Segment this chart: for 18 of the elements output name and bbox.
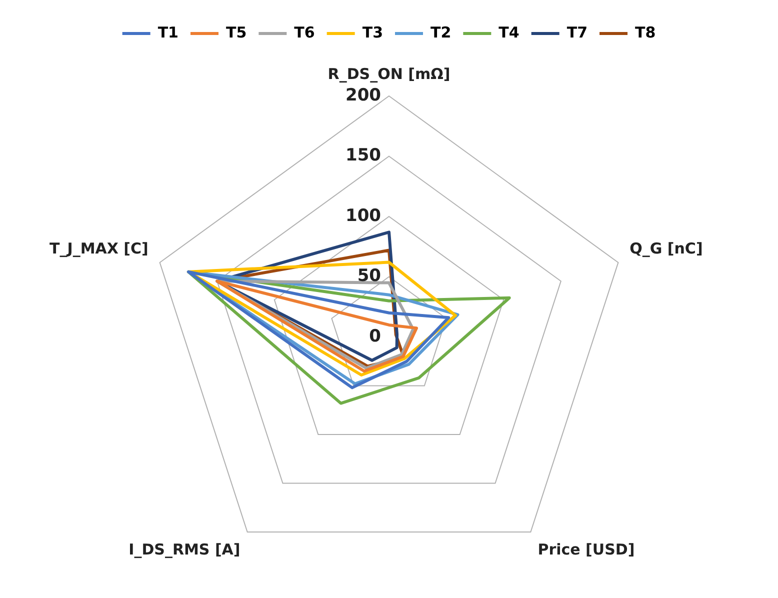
legend-label: T3 [362,23,384,42]
spoke-label: Q_G [nC] [630,240,703,258]
y-tick-label: 0 [369,326,382,346]
legend-label: T1 [158,23,178,42]
y-tick-label: 100 [346,206,382,226]
y-tick-label: 200 [346,85,382,106]
legend-label: T7 [566,23,588,42]
y-tick-label: 50 [357,266,382,286]
legend-label: T5 [226,23,247,42]
spoke-label: R_DS_ON [mΩ] [328,64,450,83]
legend-label: T2 [430,23,452,42]
legend-label: T6 [294,23,315,42]
legend-label: T8 [635,23,656,42]
spoke-label: T_J_MAX [C] [50,240,148,258]
spoke-label: Price [USD] [538,540,635,559]
y-tick-label: 150 [346,146,382,166]
legend-label: T4 [498,23,520,42]
spoke-label: I_DS_RMS [A] [128,540,240,559]
